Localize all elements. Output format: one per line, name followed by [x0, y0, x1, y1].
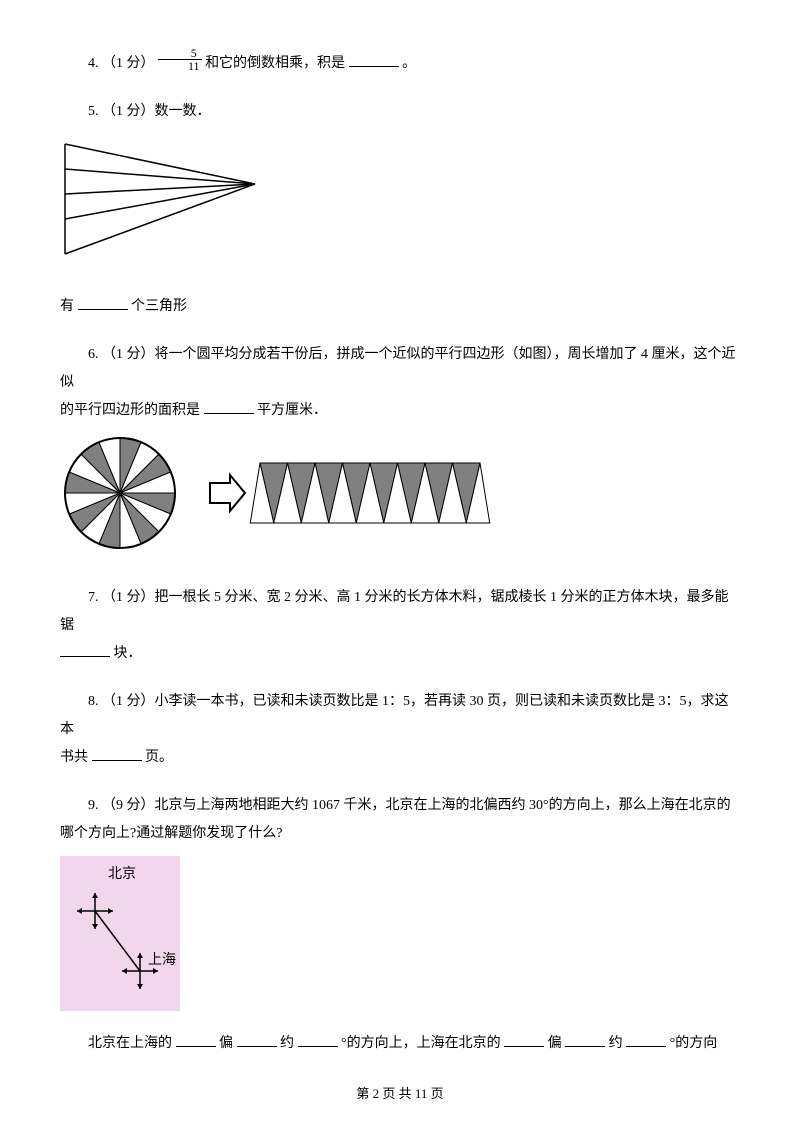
- q5-ans1: 有: [60, 299, 74, 314]
- triangle-fan-svg: [60, 134, 260, 274]
- q5-num: 5.: [88, 104, 99, 119]
- q9-ans-p5: 偏: [548, 1036, 562, 1051]
- q9-ans-p3: 约: [280, 1036, 294, 1051]
- q7-pts: （1 分）把一根长 5 分米、宽 2 分米、高 1 分米的长方体木料，锯成棱长 …: [60, 590, 729, 633]
- q9-blank-6: [626, 1033, 666, 1047]
- q6-line2b: 平方厘米．: [257, 403, 327, 418]
- q9-ans-p1: 北京在上海的: [88, 1036, 172, 1051]
- q9-num: 9.: [88, 798, 99, 813]
- q4-frac-den: 11: [158, 60, 202, 72]
- q5-pts: （1 分）数一数．: [102, 104, 211, 119]
- q9-blank-2: [237, 1033, 277, 1047]
- question-8: 8. （1 分）小李读一本书，已读和未读页数比是 1：5，若再读 30 页，则已…: [60, 688, 740, 772]
- q9-pts: （9 分）北京与上海两地相距大约 1067 千米，北京在上海的北偏西约 30°的…: [102, 798, 731, 813]
- q7-line2: 块．: [114, 646, 142, 661]
- q8-blank: [92, 747, 142, 761]
- q7-num: 7.: [88, 590, 99, 605]
- q9-blank-1: [176, 1033, 216, 1047]
- q8-pts: （1 分）小李读一本书，已读和未读页数比是 1：5，若再读 30 页，则已读和未…: [60, 694, 729, 737]
- q6-blank: [204, 400, 254, 414]
- q6-pts: （1 分）将一个圆平均分成若干份后，拼成一个近似的平行四边形（如图），周长增加了…: [60, 347, 736, 390]
- q9-line2: 哪个方向上?通过解题你发现了什么?: [60, 826, 282, 841]
- svg-text:北京: 北京: [108, 866, 136, 882]
- q8-line2b: 页。: [145, 750, 173, 765]
- q4-num: 4.: [88, 56, 99, 71]
- page-footer: 第 2 页 共 11 页: [0, 1083, 800, 1102]
- q9-ans-p2: 偏: [219, 1036, 233, 1051]
- svg-text:上海: 上海: [148, 952, 176, 968]
- q4-pts: （1 分）: [102, 56, 155, 71]
- q9-blank-4: [504, 1033, 544, 1047]
- q4-fraction: 5 11: [158, 47, 202, 72]
- q9-ans-p4: °的方向上，上海在北京的: [341, 1036, 501, 1051]
- question-4: 4. （1 分） 5 11 和它的倒数相乘，积是 。: [60, 50, 740, 78]
- q6-line2: 的平行四边形的面积是: [60, 403, 200, 418]
- q6-figure: [60, 433, 740, 564]
- q6-num: 6.: [88, 347, 99, 362]
- q5-ans2: 个三角形: [131, 299, 187, 314]
- q5-figure: [60, 134, 740, 285]
- direction-map-svg: 北京上海: [60, 856, 180, 1011]
- question-9: 9. （9 分）北京与上海两地相距大约 1067 千米，北京在上海的北偏西约 3…: [60, 792, 740, 1058]
- question-7: 7. （1 分）把一根长 5 分米、宽 2 分米、高 1 分米的长方体木料，锯成…: [60, 584, 740, 668]
- q9-ans-p7: °的方向: [670, 1036, 718, 1051]
- q5-blank: [78, 296, 128, 310]
- q9-blank-3: [298, 1033, 338, 1047]
- question-5: 5. （1 分）数一数． 有 个三角形: [60, 98, 740, 321]
- q8-num: 8.: [88, 694, 99, 709]
- q8-line2: 书共: [60, 750, 88, 765]
- footer-text: 第 2 页 共 11 页: [356, 1086, 443, 1101]
- question-6: 6. （1 分）将一个圆平均分成若干份后，拼成一个近似的平行四边形（如图），周长…: [60, 341, 740, 564]
- q9-blank-5: [565, 1033, 605, 1047]
- q4-blank: [349, 53, 399, 67]
- circle-to-parallelogram-svg: [60, 433, 500, 553]
- q9-ans-p6: 约: [609, 1036, 623, 1051]
- q7-blank: [60, 643, 110, 657]
- q4-text2: 。: [402, 56, 416, 71]
- q4-text1: 和它的倒数相乘，积是: [205, 56, 345, 71]
- q9-figure: 北京上海: [60, 856, 740, 1022]
